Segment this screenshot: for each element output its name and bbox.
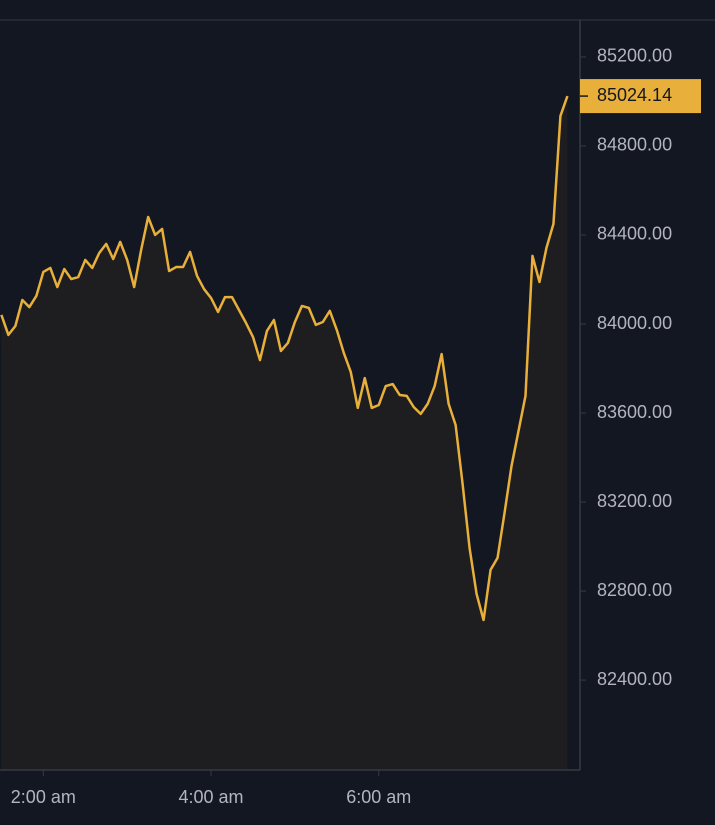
- y-tick-label: 83600.00: [597, 402, 672, 422]
- y-tick-label: 82800.00: [597, 580, 672, 600]
- y-tick-label: 85200.00: [597, 46, 672, 66]
- area: [1, 96, 568, 770]
- y-tick-label: 83200.00: [597, 491, 672, 511]
- y-tick-label: 84400.00: [597, 224, 672, 244]
- y-tick-label: 84000.00: [597, 313, 672, 333]
- current-price-label: 85024.14: [597, 85, 672, 105]
- y-tick-label: 84800.00: [597, 135, 672, 155]
- x-tick-label: 4:00 am: [179, 787, 244, 807]
- x-tick-label: 6:00 am: [346, 787, 411, 807]
- x-tick-label: 2:00 am: [11, 787, 76, 807]
- current-price-tag: [580, 79, 701, 114]
- price-line: [0, 95, 569, 622]
- y-tick-label: 82400.00: [597, 669, 672, 689]
